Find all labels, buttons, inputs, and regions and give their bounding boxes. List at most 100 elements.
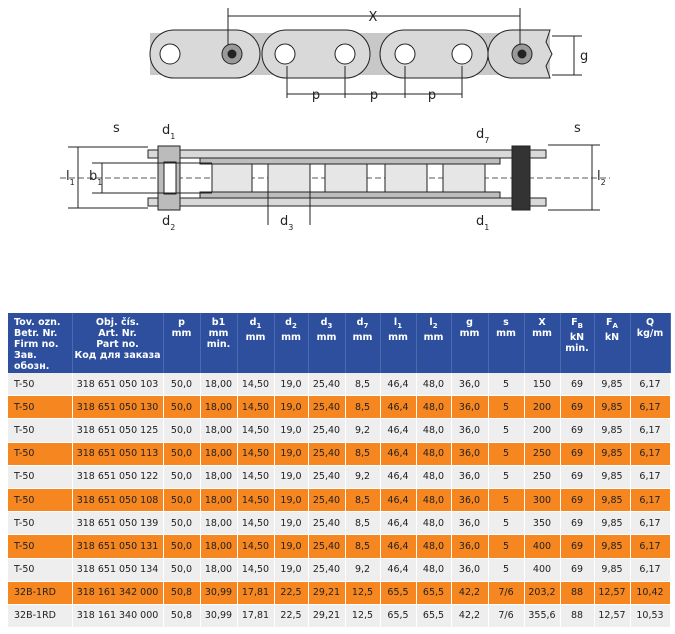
table-cell: 65,5 — [380, 604, 417, 629]
table-cell: 318 651 050 131 — [72, 534, 164, 559]
table-row: T-50 318 651 050 130 50,0 18,00 14,50 19,0 25,… — [8, 395, 671, 420]
label-sub: 2 — [601, 178, 606, 187]
symbol-main: d — [320, 317, 328, 328]
dim-label: p — [428, 88, 436, 103]
table-cell: 19,0 — [274, 534, 309, 559]
dim-label: b1 — [89, 169, 102, 187]
table-cell: 9,85 — [594, 418, 631, 443]
table-cell: 318 161 342 000 — [72, 581, 164, 605]
table-cell: 36,0 — [451, 418, 489, 443]
table-cell: 48,0 — [416, 465, 452, 489]
header-symbol: l1 — [382, 317, 415, 332]
header-cell: l2 mm — [416, 313, 452, 373]
table-cell: 19,0 — [274, 488, 309, 513]
table-cell: 69 — [560, 442, 595, 466]
table-cell: 69 — [560, 534, 595, 559]
table-cell: 9,85 — [594, 534, 631, 559]
header-cell: Tov. ozn. Betr. Nr. Firm no. Зав. обозн. — [8, 313, 73, 373]
table-cell: 48,0 — [416, 418, 452, 443]
header-cell: g mm — [451, 313, 489, 373]
dim-label: X — [369, 10, 378, 25]
table-cell: 69 — [560, 373, 595, 397]
table-cell: 6,17 — [630, 395, 671, 420]
table-cell: 50,8 — [163, 581, 201, 605]
header-line: kg/m — [636, 328, 664, 339]
header-line: mm — [171, 328, 192, 339]
table-cell: 18,00 — [200, 488, 238, 513]
symbol-main: s — [503, 317, 509, 328]
label-main: p — [428, 88, 436, 103]
table-cell: 9,85 — [594, 558, 631, 582]
table-cell: 9,2 — [345, 465, 381, 489]
table-cell: 7/6 — [488, 604, 525, 629]
table-cell: 36,0 — [451, 395, 489, 420]
table-row: T-50 318 651 050 108 50,0 18,00 14,50 19,0 25,… — [8, 488, 671, 513]
table-cell: 5 — [488, 488, 525, 513]
table-cell: 46,4 — [380, 465, 417, 489]
table-cell: 318 651 050 122 — [72, 465, 164, 489]
table-cell: 46,4 — [380, 558, 417, 582]
chain-section-view — [60, 144, 610, 225]
label-main: d — [162, 214, 170, 229]
table-cell: 65,5 — [416, 581, 452, 605]
chain-drawings: X p p p g s d1 l1 b1 d2 d3 d7 s l2 d1 — [60, 8, 610, 232]
header-row: Tov. ozn. Betr. Nr. Firm no. Зав. обозн. Obj… — [8, 313, 671, 373]
table-cell: 50,0 — [163, 511, 201, 536]
table-cell: 22,5 — [274, 581, 309, 605]
symbol-sub: 1 — [256, 321, 262, 330]
table-cell: T-50 — [8, 442, 73, 466]
table-row: T-50 318 651 050 122 50,0 18,00 14,50 19,0 25,… — [8, 465, 671, 489]
label-sub: 2 — [170, 223, 175, 232]
table-cell: 50,0 — [163, 534, 201, 559]
table-cell: 69 — [560, 418, 595, 443]
symbol-main: d — [356, 317, 364, 328]
label-sub: 1 — [97, 178, 102, 187]
header-symbol: Q — [632, 317, 669, 328]
header-cell: b1 mm min. — [200, 313, 238, 373]
table-cell: 10,53 — [630, 604, 671, 629]
header-cell: s mm — [488, 313, 525, 373]
table-cell: 5 — [488, 373, 525, 397]
label-main: d — [280, 214, 288, 229]
table-cell: 50,8 — [163, 604, 201, 629]
table-cell: 46,4 — [380, 395, 417, 420]
table-cell: 6,17 — [630, 442, 671, 466]
symbol-main: d — [285, 317, 292, 328]
table-cell: 25,40 — [308, 534, 346, 559]
table-cell: 8,5 — [345, 534, 381, 559]
table-cell: 6,17 — [630, 511, 671, 536]
header-line: kN — [569, 331, 585, 343]
table-row: T-50 318 651 050 125 50,0 18,00 14,50 19,0 25,… — [8, 418, 671, 443]
table-cell: 9,85 — [594, 465, 631, 489]
label-main: d — [476, 214, 484, 229]
table-cell: 18,00 — [200, 418, 238, 443]
table-body: T-50 318 651 050 103 50,0 18,00 14,50 19,0 25,… — [8, 373, 671, 629]
table-cell: 150 — [524, 373, 561, 397]
header-line: Зав. обозн. — [14, 350, 50, 372]
symbol-sub: 1 — [397, 321, 403, 330]
symbol-main: b1 — [211, 317, 226, 328]
table-cell: 36,0 — [451, 465, 489, 489]
header-symbol: d1 — [239, 317, 273, 332]
label-sub: 1 — [484, 223, 489, 232]
symbol-sub: 7 — [363, 321, 369, 330]
table-cell: 50,0 — [163, 488, 201, 513]
table-cell: 10,42 — [630, 581, 671, 605]
label-main: g — [580, 49, 588, 64]
table-cell: 14,50 — [237, 465, 275, 489]
header-line: mm — [208, 328, 229, 339]
table-cell: 9,2 — [345, 418, 381, 443]
header-cell: Obj. čís. Art. Nr. Part no. Код для заказа — [72, 313, 164, 373]
table-cell: 29,21 — [308, 604, 346, 629]
table-cell: 46,4 — [380, 373, 417, 397]
symbol-sub: A — [612, 321, 618, 330]
header-symbol: d7 — [347, 317, 379, 332]
label-main: s — [574, 121, 581, 136]
table-cell: 19,0 — [274, 465, 309, 489]
table-cell: 250 — [524, 442, 561, 466]
table-cell: 12,57 — [594, 581, 631, 605]
symbol-main: p — [178, 317, 185, 328]
table-cell: T-50 — [8, 465, 73, 489]
dim-label: p — [312, 88, 320, 103]
table-cell: T-50 — [8, 534, 73, 559]
